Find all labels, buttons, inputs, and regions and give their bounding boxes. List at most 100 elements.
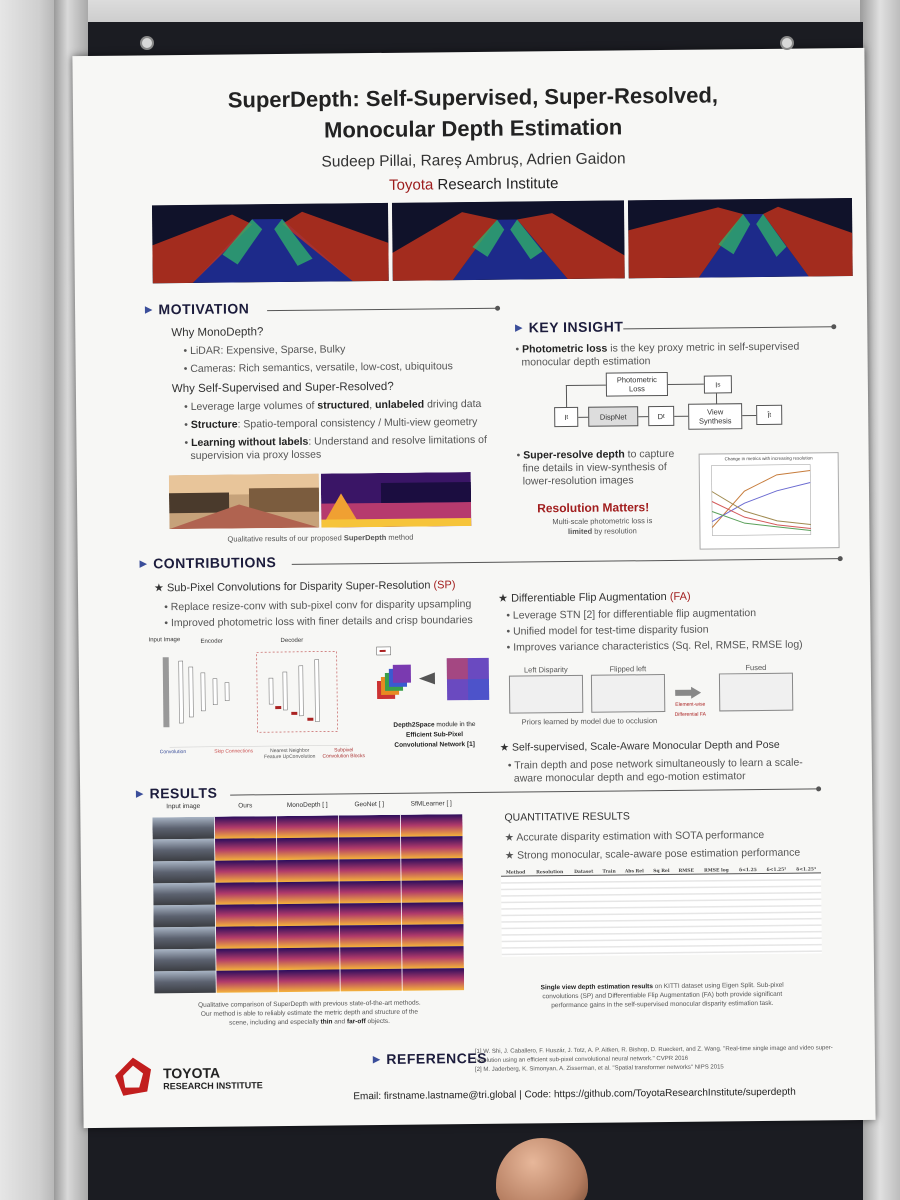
contact-footer: Email: firstname.lastname@tri.global | C… (353, 1087, 796, 1103)
diagram-arrow (667, 383, 704, 385)
references-heading-text: REFERENCES (386, 1049, 488, 1067)
d-t-sub: t (663, 412, 665, 420)
fa-arrow-icon (675, 686, 702, 699)
sp-bullet-2: • Improved photometric loss with finer d… (164, 614, 473, 630)
qualitative-caption-bold: SuperDepth (343, 532, 387, 543)
section-arrow-icon: ▶ (139, 557, 148, 568)
sp-bullet-1-text: Replace resize-conv with sub-pixel conv … (170, 598, 472, 614)
encoder-decoder-diagram: Input Image Encoder Decoder Convolution … (148, 635, 369, 767)
results-caption-far: far-off (346, 1018, 366, 1026)
priors-caption: Priors learned by model due to occlusion (521, 716, 658, 727)
results-caption-1: Qualitative comparison of SuperDepth wit… (198, 999, 421, 1009)
nn-upconv-label: Nearest Neighbor Feature UpConvolution (264, 747, 316, 761)
self-bullet-3: • Learning without labels: Understand an… (184, 433, 487, 462)
diagram-arrow (578, 416, 589, 418)
sp-title-tag: (SP) (433, 579, 456, 592)
quant-bullet-1-text: Accurate disparity estimation with SOTA … (516, 828, 765, 844)
table-caption: Single view depth estimation results on … (512, 980, 812, 1010)
key-insight-heading: ▶ KEY INSIGHT (515, 318, 623, 335)
diagram-arrow (565, 384, 606, 387)
diagram-arrow (674, 415, 689, 417)
results-caption: Qualitative comparison of SuperDepth wit… (154, 998, 464, 1028)
institute-brand: Toyota (389, 176, 434, 194)
qualitative-input-image (168, 473, 320, 530)
resolution-note-1: Multi-scale photometric loss is (552, 516, 653, 527)
resolution-note-2: by resolution (592, 526, 637, 536)
insight-bullet-1-line2: monocular depth estimation (521, 355, 651, 369)
self-bullet-3-red: Learning without labels (190, 435, 309, 449)
diagram-arrow (715, 393, 718, 404)
institute: Toyota Research Institute (274, 174, 674, 195)
insight-bullet-2-bold: Super-resolve depth (523, 448, 625, 462)
results-caption-thin: thin (320, 1018, 333, 1026)
insight-bullet-2-line2: fine details in view-synthesis of (522, 460, 667, 475)
table-caption-1-rest: on KITTI dataset using Eigen Split. Sub-… (652, 981, 784, 991)
references-list: [1] W. Shi, J. Caballero, F. Huszár, J. … (475, 1044, 855, 1075)
section-arrow-icon: ▶ (145, 303, 153, 314)
pose-bullet-line2: aware monocular depth and ego-motion est… (513, 770, 746, 785)
contributions-rule (291, 558, 840, 565)
results-table-body (501, 872, 822, 957)
results-caption-3-mid: and (332, 1018, 347, 1026)
skip-connections-label: Skip Connections (214, 748, 254, 755)
quant-bullet-2-text: Strong monocular, scale-aware pose estim… (517, 846, 801, 862)
results-rule (230, 788, 819, 796)
qualitative-caption-post: method (386, 532, 414, 542)
why-monodepth: Why MonoDepth? (171, 326, 264, 340)
diagram-arrow (638, 416, 649, 418)
photometric-loss-box: Photometric Loss (605, 371, 668, 397)
banner-image-3 (627, 198, 853, 279)
column-input: Input image (166, 802, 201, 811)
diagram-arrow (742, 415, 757, 417)
institute-rest: Research Institute (433, 175, 559, 194)
pose-title-text: Self-supervised, Scale-Aware Monocular D… (511, 738, 780, 754)
flipped-left-image (590, 674, 666, 713)
why-self-supervised: Why Self-Supervised and Super-Resolved? (171, 380, 394, 396)
fa-bullet-1-text: Leverage STN [2] for differentiable flip… (512, 607, 757, 622)
fused-image (718, 672, 794, 712)
quant-bullet-2: ★ Strong monocular, scale-aware pose est… (504, 846, 801, 862)
depth2space-title: Depth2Space (393, 721, 435, 729)
insight-bullet-1-rest: is the key proxy metric in self-supervis… (607, 340, 800, 355)
insight-bullet-1-bold: Photometric loss (522, 342, 608, 356)
fa-bullet-2-text: Unified model for test-time disparity fu… (512, 623, 709, 638)
toyota-logo-text: TOYOTA RESEARCH INSTITUTE (162, 1064, 263, 1093)
motivation-heading-text: MOTIVATION (158, 300, 250, 318)
key-insight-heading-text: KEY INSIGHT (528, 318, 624, 336)
pose-bullet-line1: Train depth and pose network simultaneou… (514, 756, 803, 772)
encoder-label: Encoder (200, 638, 223, 645)
contributions-heading: ▶ CONTRIBUTIONS (140, 554, 277, 571)
sp-bullet-2-text: Improved photometric loss with finer det… (170, 614, 473, 630)
insight-bullet-2-rest: to capture (624, 447, 675, 461)
mono-bullet-2-text: Cameras: Rich semantics, versatile, low-… (190, 360, 453, 375)
logo-line-1: TOYOTA (162, 1064, 221, 1082)
qualitative-caption: Qualitative results of our proposed Supe… (169, 532, 471, 545)
code-link[interactable]: https://github.com/ToyotaResearchInstitu… (553, 1086, 796, 1101)
self-bullet-1-post: driving data (424, 397, 482, 411)
sp-title: ★ Sub-Pixel Convolutions for Disparity S… (153, 579, 456, 595)
i-s-sub: s (717, 380, 721, 388)
qualitative-depth-image (320, 472, 472, 528)
dispnet-label: DispNet (599, 411, 627, 422)
resolution-note-bold: limited (567, 526, 593, 537)
resolution-matters: Resolution Matters! (537, 500, 650, 516)
pushpin-icon (780, 36, 794, 50)
poster-title: SuperDepth: Self-Supervised, Super-Resol… (133, 78, 814, 147)
self-bullet-2-bold: Structure (190, 418, 238, 431)
fa-title: ★ Differentiable Flip Augmentation (FA) (498, 590, 691, 605)
i-t-sub: t (566, 413, 569, 421)
left-wall-panel (0, 0, 56, 1200)
self-bullet-1-pre: Leverage large volumes of (190, 399, 318, 413)
depth2space-desc-1: module in the (434, 720, 476, 729)
email-label: Email: (353, 1090, 384, 1103)
fa-bullet-2: • Unified model for test-time disparity … (506, 623, 709, 638)
depth2space-caption: Depth2Space module in the Efficient Sub-P… (379, 720, 489, 751)
results-caption-2: Our method is able to reliably estimate … (200, 1008, 419, 1018)
insight-bullet-2: • Super-resolve depth to capture fine de… (516, 447, 675, 488)
loss-label: Loss (628, 384, 645, 394)
i-hat-sub: t (769, 411, 772, 419)
email-link[interactable]: firstname.lastname@tri.global (383, 1089, 517, 1102)
depth2space-illustration (375, 644, 496, 715)
